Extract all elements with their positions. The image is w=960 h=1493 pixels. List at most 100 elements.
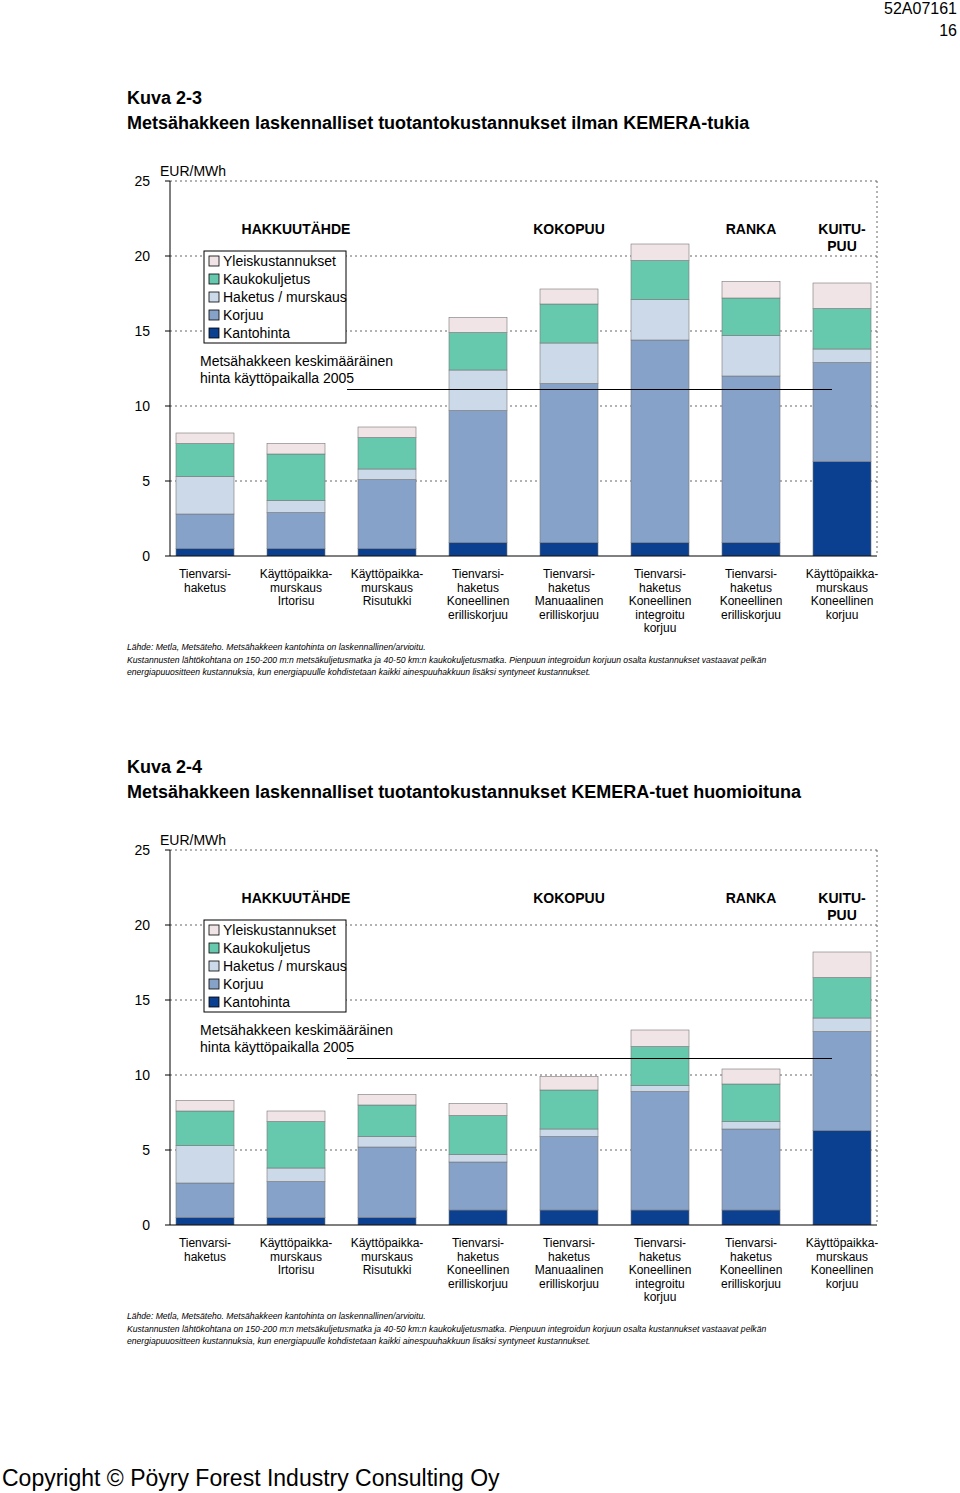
- y-tick-label: 20: [134, 248, 150, 264]
- bar-segment: [722, 336, 780, 377]
- tick-mark: [165, 850, 170, 851]
- bar-segment: [631, 261, 689, 300]
- bar-segment: [631, 1047, 689, 1086]
- bar-segment: [540, 1210, 598, 1225]
- page-code: 52A07161: [884, 0, 957, 17]
- bar-segment: [722, 1210, 780, 1225]
- y-tick-label: 15: [134, 992, 150, 1008]
- y-tick-label: 25: [134, 173, 150, 189]
- bar-segment: [267, 513, 325, 549]
- y-axis-label: EUR/MWh: [160, 163, 226, 179]
- bar-segment: [267, 1218, 325, 1226]
- tick-mark: [165, 925, 170, 926]
- group-label: RANKA: [726, 890, 777, 906]
- legend-swatch: [209, 274, 219, 284]
- group-label: HAKKUUTÄHDE: [242, 221, 351, 237]
- bar-segment: [540, 1077, 598, 1091]
- bar-segment: [540, 1129, 598, 1137]
- bar-segment: [267, 444, 325, 455]
- legend-label: Korjuu: [223, 307, 263, 323]
- bar-segment: [449, 370, 507, 411]
- bar-segment: [449, 1104, 507, 1116]
- chart: Kuva 2-3Metsähakkeen laskennalliset tuot…: [127, 88, 878, 677]
- y-tick-label: 25: [134, 842, 150, 858]
- bar-segment: [449, 543, 507, 557]
- x-tick-label: Käyttöpaikka-murskausRisutukki: [351, 1236, 424, 1277]
- bar-segment: [540, 304, 598, 343]
- grid-line: [170, 181, 877, 182]
- bar-segment: [813, 349, 871, 363]
- reference-label: Metsähakkeen keskimääräinenhinta käyttöp…: [200, 353, 393, 386]
- bar-segment: [358, 1105, 416, 1137]
- chart-subtitle: Metsähakkeen laskennalliset tuotantokust…: [127, 782, 802, 802]
- tick-mark: [165, 406, 170, 407]
- note: Lähde: Metla, Metsäteho. Metsähakkeen ka…: [127, 642, 426, 652]
- bar-segment: [176, 549, 234, 557]
- legend-swatch: [209, 925, 219, 935]
- legend: YleiskustannuksetKaukokuljetusHaketus / …: [204, 251, 347, 343]
- bar-segment: [813, 1032, 871, 1131]
- x-tick-label: Tienvarsi-haketusKoneellinenerilliskorju…: [720, 567, 783, 622]
- bar-segment: [540, 384, 598, 543]
- legend-label: Haketus / murskaus: [223, 958, 347, 974]
- bar-segment: [267, 1122, 325, 1169]
- y-tick-label: 5: [142, 1142, 150, 1158]
- legend-box: [204, 920, 346, 1012]
- bar-segment: [176, 433, 234, 444]
- reference-line: [347, 389, 832, 390]
- x-tick-label: Tienvarsi-haketus: [179, 567, 231, 595]
- bar-segment: [267, 1111, 325, 1122]
- x-tick-label: Tienvarsi-haketusKoneellinenintegroituko…: [629, 1236, 692, 1304]
- legend-swatch: [209, 961, 219, 971]
- bar-segment: [631, 244, 689, 261]
- note: Lähde: Metla, Metsäteho. Metsähakkeen ka…: [127, 1311, 426, 1321]
- x-tick-label: Käyttöpaikka-murskausKoneellinenkorjuu: [806, 567, 879, 622]
- bar-segment: [722, 282, 780, 299]
- bar-segment: [176, 1111, 234, 1146]
- bar-segment: [631, 543, 689, 557]
- tick-mark: [165, 1075, 170, 1076]
- tick-mark: [165, 556, 170, 557]
- legend-label: Yleiskustannukset: [223, 922, 336, 938]
- legend-swatch: [209, 328, 219, 338]
- legend-swatch: [209, 979, 219, 989]
- y-axis: [170, 181, 171, 556]
- x-tick-label: Käyttöpaikka-murskausRisutukki: [351, 567, 424, 608]
- bar-segment: [449, 1210, 507, 1225]
- legend-label: Kantohinta: [223, 994, 290, 1010]
- x-tick-label: Käyttöpaikka-murskausKoneellinenkorjuu: [806, 1236, 879, 1291]
- chart-title: Kuva 2-3: [127, 88, 202, 108]
- bar-segment: [449, 1116, 507, 1155]
- bar-segment: [358, 438, 416, 470]
- bar-segment: [358, 1218, 416, 1226]
- group-label: RANKA: [726, 221, 777, 237]
- bar-segment: [358, 549, 416, 557]
- group-label: KOKOPUU: [533, 221, 605, 237]
- legend-swatch: [209, 292, 219, 302]
- bar-segment: [358, 1147, 416, 1218]
- legend-swatch: [209, 256, 219, 266]
- bar-segment: [358, 427, 416, 438]
- tick-mark: [165, 481, 170, 482]
- group-label: KUITU-PUU: [818, 221, 866, 254]
- note: Kustannusten lähtökohtana on 150-200 m:n…: [127, 1324, 766, 1334]
- legend-swatch: [209, 943, 219, 953]
- y-axis-label: EUR/MWh: [160, 832, 226, 848]
- bar-segment: [267, 1182, 325, 1218]
- bar-segment: [813, 952, 871, 978]
- bar-segment: [722, 1122, 780, 1130]
- copyright: Copyright © Pöyry Forest Industry Consul…: [2, 1465, 500, 1491]
- x-axis: [170, 1225, 877, 1226]
- bar-segment: [176, 1218, 234, 1226]
- tick-mark: [165, 331, 170, 332]
- y-tick-label: 0: [142, 548, 150, 564]
- bar-segment: [540, 289, 598, 304]
- bar-segment: [631, 1092, 689, 1211]
- page: 52A0716116Copyright © Pöyry Forest Indus…: [0, 0, 960, 1493]
- bar-segment: [449, 1162, 507, 1210]
- tick-mark: [165, 256, 170, 257]
- legend-swatch: [209, 997, 219, 1007]
- x-tick-label: Tienvarsi-haketusManuaalinenerilliskorju…: [535, 1236, 604, 1291]
- bar-segment: [358, 480, 416, 549]
- x-tick-label: Tienvarsi-haketusKoneellinenerilliskorju…: [447, 1236, 510, 1291]
